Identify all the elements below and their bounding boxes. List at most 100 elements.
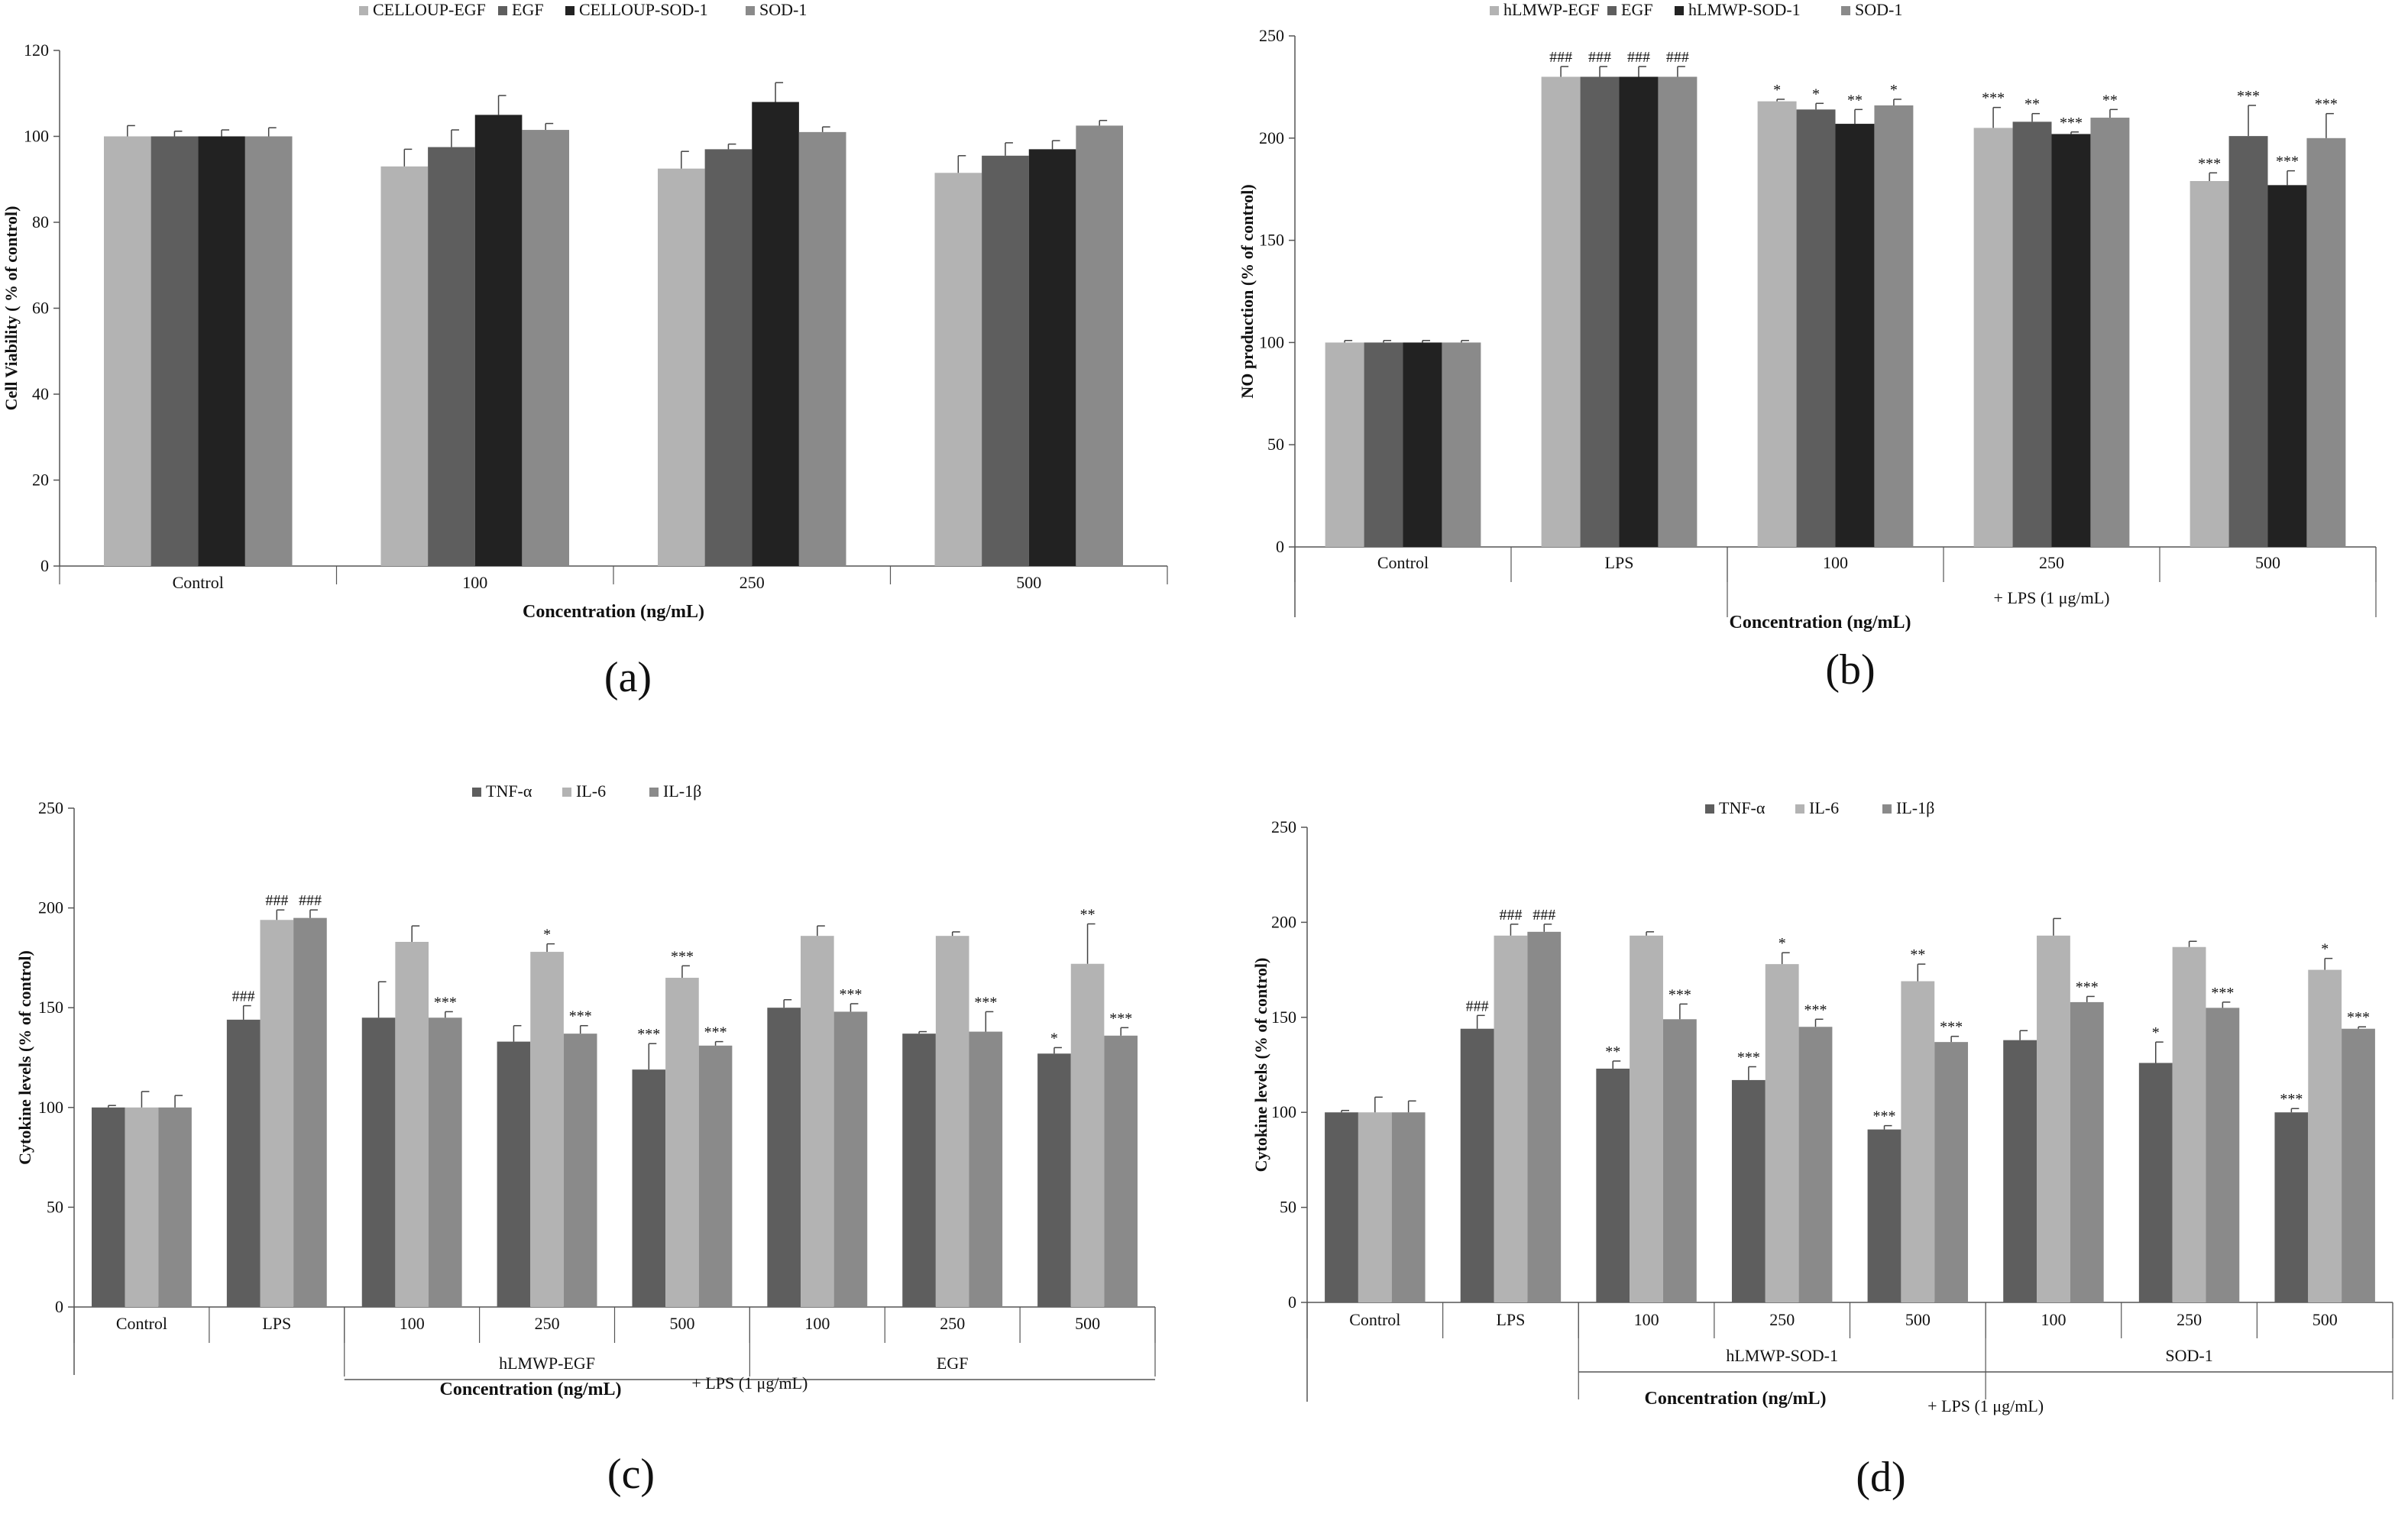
significance-label: *** xyxy=(2276,154,2299,170)
bar xyxy=(2267,185,2307,547)
significance-label: ** xyxy=(1605,1043,1620,1060)
bar xyxy=(1765,964,1799,1302)
y-axis-title: Cytokine levels (% of control) xyxy=(1251,958,1270,1173)
x-axis-title: Concentration (ng/mL) xyxy=(523,602,704,622)
bar xyxy=(361,1017,396,1307)
legend-label: TNF-α xyxy=(1719,798,1766,817)
legend-label: SOD-1 xyxy=(1855,0,1902,19)
significance-label: ** xyxy=(1080,906,1096,923)
significance-label: ### xyxy=(232,988,255,1005)
bar xyxy=(150,136,199,566)
bar xyxy=(1796,109,1836,547)
y-tick-label: 120 xyxy=(24,40,49,60)
y-tick-label: 250 xyxy=(38,798,63,817)
y-tick-label: 200 xyxy=(1259,128,1284,147)
significance-label: *** xyxy=(2198,155,2221,172)
significance-label: *** xyxy=(671,948,694,965)
bar xyxy=(497,1041,531,1307)
bar xyxy=(704,149,752,566)
significance-label: *** xyxy=(1872,1108,1895,1125)
significance-label: *** xyxy=(1737,1049,1760,1066)
significance-label: ### xyxy=(1588,49,1611,66)
bar xyxy=(104,136,151,566)
category-label: Control xyxy=(116,1314,167,1333)
significance-label: *** xyxy=(2347,1009,2370,1026)
bar xyxy=(563,1034,597,1307)
legend-swatch xyxy=(359,6,368,15)
significance-label: ### xyxy=(265,892,288,909)
significance-label: ** xyxy=(1847,92,1863,108)
bar xyxy=(2342,1028,2375,1302)
y-tick-label: 200 xyxy=(1271,912,1296,931)
outer-group-label: + LPS (1 μg/mL) xyxy=(1927,1396,2044,1415)
significance-label: ### xyxy=(1666,49,1689,66)
legend-swatch xyxy=(1795,804,1804,814)
legend-swatch xyxy=(649,788,659,797)
bar xyxy=(1403,342,1442,547)
significance-label: *** xyxy=(637,1026,660,1043)
y-tick-label: 0 xyxy=(55,1297,63,1316)
bar xyxy=(1658,76,1698,547)
bar xyxy=(2306,137,2346,548)
significance-label: *** xyxy=(974,994,997,1011)
category-label: Control xyxy=(1349,1310,1400,1329)
legend-label: IL-1β xyxy=(663,781,701,801)
y-tick-label: 40 xyxy=(32,384,49,403)
significance-label: *** xyxy=(1668,986,1691,1003)
x-axis-title: Concentration (ng/mL) xyxy=(1645,1389,1827,1409)
bar xyxy=(1325,342,1364,547)
y-tick-label: 200 xyxy=(38,898,63,917)
bar xyxy=(1541,76,1581,547)
bar xyxy=(1867,1129,1901,1302)
bar xyxy=(2172,946,2206,1302)
legend-swatch xyxy=(562,788,571,797)
group-label: hLMWP-SOD-1 xyxy=(1726,1346,1838,1365)
significance-label: * xyxy=(543,927,551,943)
significance-label: *** xyxy=(1940,1019,1963,1036)
category-label: 250 xyxy=(2039,553,2064,572)
bar xyxy=(2090,118,2130,548)
y-axis-title: Cell Viability ( % of control) xyxy=(2,206,21,411)
y-tick-label: 80 xyxy=(32,212,49,231)
category-label: LPS xyxy=(1496,1310,1525,1329)
panel-letter: (c) xyxy=(607,1451,655,1498)
group-label: hLMWP-EGF xyxy=(499,1354,595,1373)
legend-swatch xyxy=(1705,804,1714,814)
bar xyxy=(833,1011,868,1307)
significance-label: ### xyxy=(1627,49,1650,66)
category-label: LPS xyxy=(262,1314,291,1333)
significance-label: *** xyxy=(2076,979,2099,995)
category-label: 100 xyxy=(2041,1310,2066,1329)
bar xyxy=(1527,931,1562,1302)
category-label: LPS xyxy=(1605,553,1634,572)
significance-label: ### xyxy=(1549,49,1572,66)
category-label: 500 xyxy=(1905,1310,1931,1329)
category-label: 100 xyxy=(1823,553,1848,572)
bar xyxy=(2206,1008,2240,1302)
bar xyxy=(1630,935,1663,1302)
significance-label: *** xyxy=(2211,985,2234,1001)
bar xyxy=(522,130,569,566)
bar xyxy=(2274,1112,2309,1302)
bar xyxy=(658,168,705,566)
bar xyxy=(2308,969,2342,1302)
category-label: 250 xyxy=(535,1314,560,1333)
bar xyxy=(1619,76,1659,547)
category-label: 100 xyxy=(462,573,487,592)
bar xyxy=(800,936,834,1307)
legend-label: EGF xyxy=(512,0,544,19)
panel-letter: (b) xyxy=(1825,646,1875,694)
y-tick-label: 100 xyxy=(1271,1102,1296,1121)
y-axis-title: Cytokine levels (% of control) xyxy=(15,950,34,1165)
x-axis-title: Concentration (ng/mL) xyxy=(440,1380,622,1399)
bar xyxy=(428,147,475,566)
y-tick-label: 100 xyxy=(38,1098,63,1117)
bar xyxy=(429,1017,462,1307)
significance-label: ### xyxy=(1499,907,1522,924)
significance-label: *** xyxy=(569,1008,592,1025)
significance-label: * xyxy=(1812,86,1820,102)
